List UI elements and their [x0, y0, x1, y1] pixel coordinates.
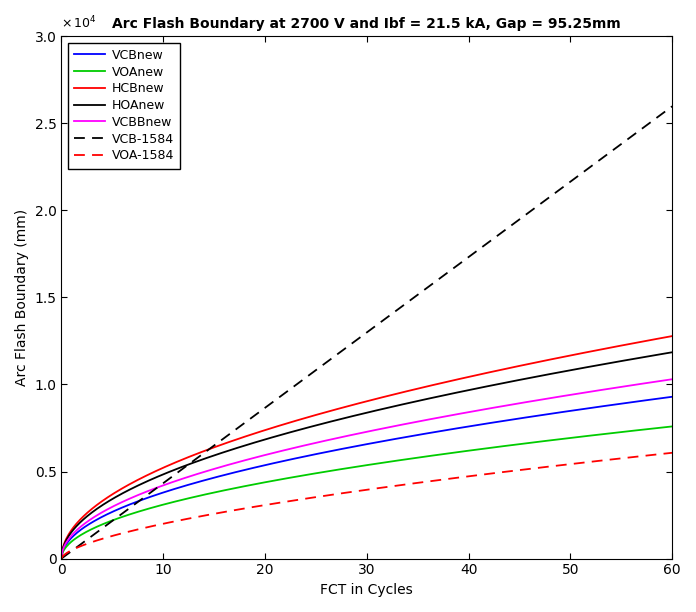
HOAnew	[57, 552, 65, 559]
VOA-1584	[421, 478, 429, 485]
HOAnew	[347, 412, 356, 420]
Line: HOAnew: HOAnew	[61, 353, 672, 556]
HOAnew	[388, 403, 396, 411]
HCBnew	[654, 335, 662, 343]
VCBBnew	[421, 417, 429, 424]
VCBnew	[388, 436, 396, 443]
HCBnew	[558, 354, 567, 361]
VOAnew	[57, 553, 65, 561]
VCBBnew	[351, 430, 359, 438]
VOA-1584	[351, 488, 359, 495]
VOAnew	[351, 463, 359, 471]
Line: VOA-1584: VOA-1584	[61, 453, 672, 558]
VCB-1584	[654, 113, 662, 121]
VCBnew	[347, 443, 356, 450]
Line: VCB-1584: VCB-1584	[61, 106, 672, 559]
Title: Arc Flash Boundary at 2700 V and Ibf = 21.5 kA, Gap = 95.25mm: Arc Flash Boundary at 2700 V and Ibf = 2…	[113, 17, 621, 31]
VCB-1584	[421, 286, 429, 293]
Line: VOAnew: VOAnew	[61, 427, 672, 557]
Line: HCBnew: HCBnew	[61, 336, 672, 556]
VCB-1584	[57, 555, 65, 562]
HOAnew	[421, 396, 429, 403]
VCBnew	[558, 408, 567, 416]
VCBnew	[351, 442, 359, 450]
Line: VCBnew: VCBnew	[61, 397, 672, 556]
Line: VCBBnew: VCBBnew	[61, 379, 672, 556]
HCBnew	[421, 383, 429, 390]
VCB-1584	[558, 184, 567, 192]
HCBnew	[347, 401, 356, 409]
VOAnew	[654, 424, 662, 431]
VCBBnew	[388, 423, 396, 430]
VCB-1584	[347, 340, 356, 348]
HCBnew	[668, 332, 677, 340]
Y-axis label: Arc Flash Boundary (mm): Arc Flash Boundary (mm)	[15, 209, 29, 386]
X-axis label: FCT in Cycles: FCT in Cycles	[320, 583, 413, 597]
VOA-1584	[668, 449, 677, 457]
VCBnew	[654, 395, 662, 403]
HOAnew	[558, 368, 567, 376]
VCBBnew	[558, 392, 567, 400]
HOAnew	[351, 412, 359, 419]
VOAnew	[558, 435, 567, 442]
Text: $\times\,10^4$: $\times\,10^4$	[61, 15, 97, 31]
VOAnew	[421, 453, 429, 460]
VCBnew	[668, 393, 677, 400]
VCBnew	[421, 430, 429, 438]
VCBBnew	[347, 431, 356, 439]
HOAnew	[668, 349, 677, 356]
VOAnew	[668, 423, 677, 430]
HOAnew	[654, 351, 662, 359]
VCBBnew	[654, 378, 662, 385]
HCBnew	[57, 552, 65, 559]
VOAnew	[347, 464, 356, 471]
Legend: VCBnew, VOAnew, HCBnew, HOAnew, VCBBnew, VCB-1584, VOA-1584: VCBnew, VOAnew, HCBnew, HOAnew, VCBBnew,…	[68, 43, 180, 168]
VOA-1584	[654, 450, 662, 458]
VCBnew	[57, 553, 65, 560]
VOAnew	[388, 458, 396, 465]
VOA-1584	[388, 483, 396, 490]
VCB-1584	[388, 310, 396, 318]
VOA-1584	[347, 488, 356, 496]
VCB-1584	[351, 337, 359, 345]
VOA-1584	[558, 461, 567, 469]
HCBnew	[351, 401, 359, 408]
VCBBnew	[668, 376, 677, 383]
VCB-1584	[668, 103, 677, 110]
VCBBnew	[57, 553, 65, 560]
VOA-1584	[57, 554, 65, 562]
HCBnew	[388, 391, 396, 398]
